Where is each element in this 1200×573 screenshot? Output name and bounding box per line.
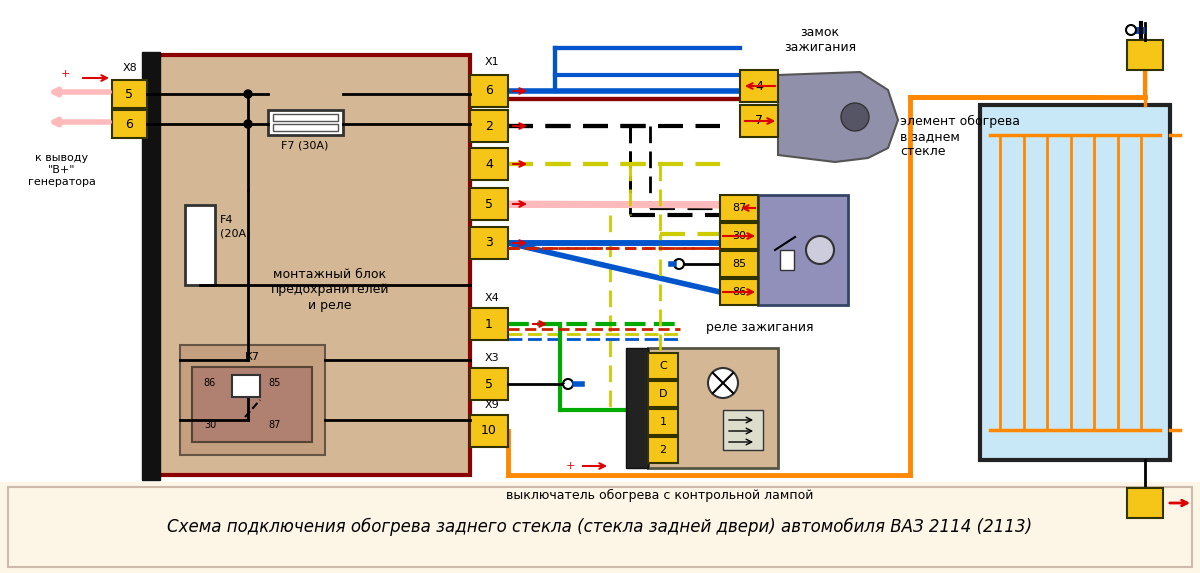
Text: X4: X4 — [485, 293, 499, 303]
Circle shape — [841, 103, 869, 131]
Text: выключатель обогрева с контрольной лампой: выключатель обогрева с контрольной лампо… — [506, 488, 814, 501]
Text: элемент обогрева
в заднем
стекле: элемент обогрева в заднем стекле — [900, 115, 1020, 158]
Bar — [0, 482, 1200, 573]
Text: монтажный блок
предохранителей
и реле: монтажный блок предохранителей и реле — [271, 269, 389, 312]
Bar — [648, 409, 678, 435]
Text: 85: 85 — [732, 259, 746, 269]
Polygon shape — [778, 72, 898, 162]
Bar — [274, 124, 338, 131]
Bar — [740, 70, 778, 102]
Bar — [720, 251, 758, 277]
Bar — [142, 52, 160, 480]
Text: 7: 7 — [755, 115, 763, 128]
Bar — [626, 348, 648, 468]
Text: X8: X8 — [122, 63, 137, 73]
Bar — [648, 437, 678, 463]
Bar — [720, 279, 758, 305]
Text: F4: F4 — [220, 215, 234, 225]
Text: 6: 6 — [126, 117, 133, 131]
Bar — [648, 381, 678, 407]
Text: X3: X3 — [485, 353, 499, 363]
Bar — [112, 110, 148, 138]
Text: К7: К7 — [245, 352, 259, 362]
Bar — [185, 205, 215, 285]
Circle shape — [806, 236, 834, 264]
Circle shape — [674, 259, 684, 269]
Text: F7 (30А): F7 (30А) — [281, 140, 329, 150]
Bar — [470, 75, 508, 107]
Bar — [8, 487, 1192, 567]
Bar — [1127, 488, 1163, 518]
Bar — [780, 250, 794, 270]
Text: 4: 4 — [755, 80, 763, 92]
Text: 1: 1 — [660, 417, 666, 427]
Text: 85: 85 — [269, 378, 281, 388]
Bar — [470, 227, 508, 259]
Text: 6: 6 — [485, 84, 493, 97]
Text: D: D — [659, 389, 667, 399]
Bar — [470, 368, 508, 400]
Text: +: + — [565, 461, 575, 471]
Bar — [192, 367, 312, 442]
Text: 30: 30 — [732, 231, 746, 241]
Bar — [648, 353, 678, 379]
Bar — [470, 415, 508, 447]
Text: 5: 5 — [485, 378, 493, 391]
Text: 2: 2 — [485, 120, 493, 132]
Text: 3: 3 — [485, 237, 493, 249]
Text: 5: 5 — [126, 88, 133, 100]
Circle shape — [708, 368, 738, 398]
Text: 30: 30 — [204, 420, 216, 430]
Text: к выводу
"В+"
генератора: к выводу "В+" генератора — [28, 154, 96, 187]
Circle shape — [244, 90, 252, 98]
Text: замок
зажигания: замок зажигания — [784, 26, 856, 54]
Text: 1: 1 — [485, 317, 493, 331]
Bar — [980, 105, 1170, 460]
Text: 10: 10 — [481, 425, 497, 438]
Bar — [232, 375, 260, 397]
Text: -: - — [560, 378, 565, 391]
Bar — [720, 223, 758, 249]
Text: C: C — [659, 361, 667, 371]
Circle shape — [244, 120, 252, 128]
Circle shape — [1126, 25, 1136, 35]
Text: X9: X9 — [485, 400, 499, 410]
Circle shape — [563, 379, 574, 389]
Bar — [722, 410, 763, 450]
Bar — [758, 195, 848, 305]
Text: X1: X1 — [485, 57, 499, 67]
Text: 87: 87 — [732, 203, 746, 213]
Bar — [470, 110, 508, 142]
Text: 5: 5 — [485, 198, 493, 210]
Bar — [180, 345, 325, 455]
Text: Схема подключения обогрева заднего стекла (стекла задней двери) автомобиля ВАЗ 2: Схема подключения обогрева заднего стекл… — [168, 518, 1032, 536]
Bar — [740, 105, 778, 137]
Bar — [470, 308, 508, 340]
Text: 87: 87 — [269, 420, 281, 430]
Bar — [155, 55, 470, 475]
Bar — [720, 195, 758, 221]
Text: 2: 2 — [660, 445, 666, 455]
Text: +: + — [60, 69, 70, 79]
Bar — [112, 80, 148, 108]
Bar — [274, 114, 338, 121]
Text: 86: 86 — [732, 287, 746, 297]
Text: 4: 4 — [485, 158, 493, 171]
Bar — [648, 348, 778, 468]
Bar — [470, 148, 508, 180]
Bar — [268, 110, 343, 135]
Text: реле зажигания: реле зажигания — [707, 321, 814, 335]
Bar — [1127, 40, 1163, 70]
Text: (20А): (20А) — [220, 228, 251, 238]
Text: 86: 86 — [204, 378, 216, 388]
Bar — [470, 188, 508, 220]
